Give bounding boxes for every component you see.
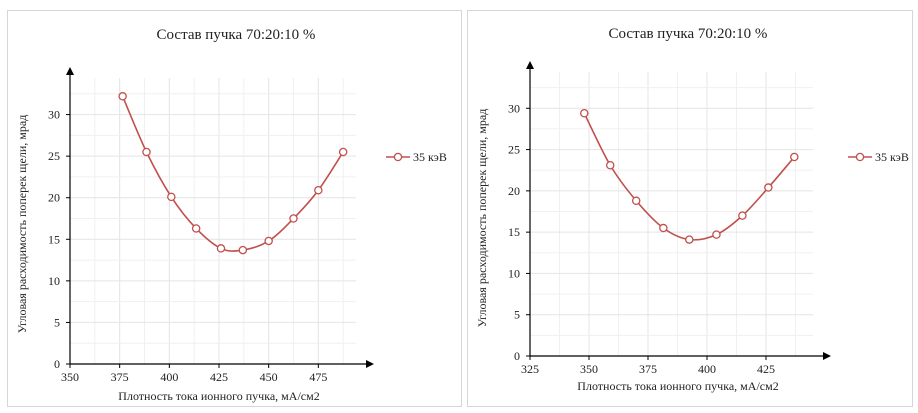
x-tick-label: 450 bbox=[260, 370, 278, 384]
data-point-marker bbox=[167, 192, 176, 202]
y-tick-label: 25 bbox=[508, 143, 520, 157]
data-point-marker bbox=[118, 92, 127, 101]
y-tick-label: 5 bbox=[514, 308, 520, 322]
chart-left-svg: Состав пучка 70:20:10 % 350 375 400 425 450 47… bbox=[15, 27, 447, 403]
legend-marker bbox=[855, 152, 865, 162]
x-axis-label: Плотность тока ионного пучка, мА/см2 bbox=[577, 379, 778, 393]
y-tick-label: 5 bbox=[54, 315, 60, 329]
y-tick-label: 15 bbox=[508, 225, 520, 239]
y-tick-label: 0 bbox=[54, 357, 60, 371]
data-point-marker bbox=[712, 230, 721, 239]
x-axis-label: Плотность тока ионного пучка, мА/см2 bbox=[118, 389, 319, 403]
data-point-marker bbox=[314, 185, 323, 195]
data-point-marker bbox=[289, 214, 298, 223]
x-tick-label: 350 bbox=[61, 370, 79, 384]
data-point-marker bbox=[764, 183, 773, 192]
x-axis-arrow-icon bbox=[366, 360, 374, 368]
x-tick-label: 375 bbox=[111, 370, 129, 384]
legend-label: 35 кэВ bbox=[875, 150, 909, 164]
data-point-marker bbox=[338, 147, 348, 157]
data-point-marker bbox=[790, 152, 799, 162]
data-point-marker bbox=[659, 223, 668, 233]
data-point-marker bbox=[738, 211, 747, 220]
y-tick-label: 10 bbox=[48, 274, 60, 288]
data-point-marker bbox=[605, 161, 615, 170]
data-point-marker bbox=[685, 235, 694, 244]
y-tick-label: 15 bbox=[48, 232, 60, 246]
data-point-marker bbox=[142, 147, 151, 157]
y-tick-label: 30 bbox=[48, 108, 60, 122]
data-point-marker bbox=[631, 196, 641, 206]
x-tick-label: 400 bbox=[160, 370, 178, 384]
chart-panel-left: Состав пучка 70:20:10 % 350 375 400 425 450 47… bbox=[7, 10, 462, 407]
y-axis-arrow-icon bbox=[526, 61, 534, 69]
x-axis-arrow-icon bbox=[823, 352, 831, 360]
chart-right-svg: Состав пучка 70:20:10 % 325 350 375 400 425 0 5… bbox=[475, 26, 909, 393]
y-tick-label: 0 bbox=[514, 349, 520, 363]
chart-title: Состав пучка 70:20:10 % bbox=[609, 26, 768, 42]
y-axis-label: Угловая расходимость поперек щели, мрад bbox=[15, 115, 29, 334]
y-axis-label: Угловая расходимость поперек щели, мрад bbox=[475, 109, 489, 328]
series-line bbox=[583, 112, 795, 241]
y-tick-label: 20 bbox=[508, 184, 520, 198]
data-point-marker bbox=[238, 245, 248, 255]
legend-marker bbox=[393, 152, 403, 162]
y-tick-label: 20 bbox=[48, 191, 60, 205]
data-point-marker bbox=[580, 108, 589, 118]
data-point-marker bbox=[216, 244, 226, 253]
x-tick-label: 375 bbox=[639, 362, 657, 376]
chart-panel-right: Состав пучка 70:20:10 % 325 350 375 400 425 0 5… bbox=[467, 10, 913, 407]
gridlines bbox=[530, 72, 813, 356]
x-tick-label: 425 bbox=[757, 362, 775, 376]
series-line bbox=[121, 95, 344, 252]
x-tick-label: 400 bbox=[698, 362, 716, 376]
y-tick-label: 10 bbox=[508, 266, 520, 280]
chart-title: Состав пучка 70:20:10 % bbox=[157, 27, 316, 43]
y-axis-arrow-icon bbox=[66, 67, 74, 75]
x-tick-label: 475 bbox=[309, 370, 327, 384]
x-tick-label: 350 bbox=[580, 362, 598, 376]
data-point-marker bbox=[264, 236, 273, 246]
legend-label: 35 кэВ bbox=[413, 150, 447, 164]
x-tick-label: 425 bbox=[210, 370, 228, 384]
x-tick-label: 325 bbox=[521, 362, 539, 376]
y-tick-label: 25 bbox=[48, 149, 60, 163]
gridlines bbox=[70, 78, 356, 364]
y-tick-label: 30 bbox=[508, 101, 520, 115]
data-point-marker bbox=[191, 224, 201, 233]
